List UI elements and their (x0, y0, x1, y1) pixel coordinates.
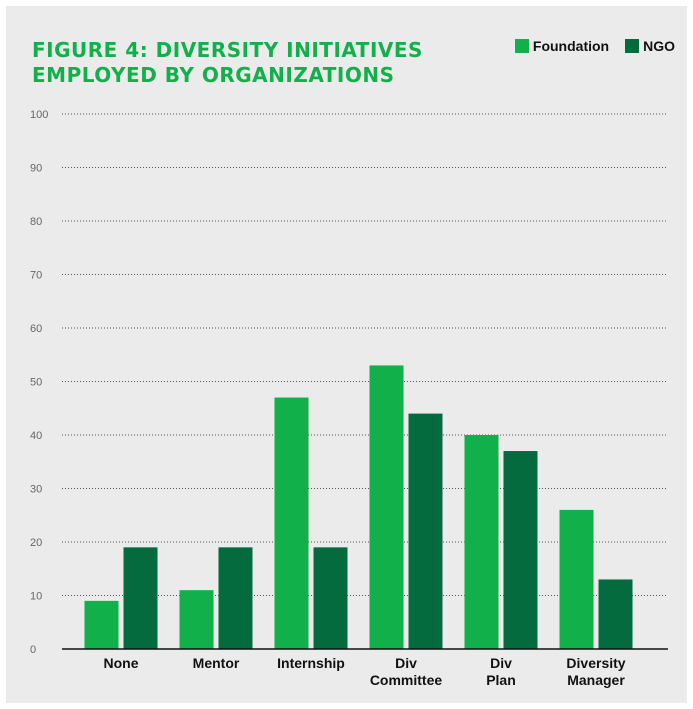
bar-ngo (313, 547, 348, 649)
bar-foundation (274, 397, 309, 649)
x-tick-label: Mentor (193, 655, 240, 671)
y-tick-label: 60 (30, 323, 42, 335)
y-tick-label: 50 (30, 377, 42, 389)
bar-foundation (179, 590, 214, 649)
x-tick-label: None (104, 655, 139, 671)
legend-item-foundation: Foundation (514, 38, 610, 54)
chart-title-line-1: FIGURE 4: DIVERSITY INITIATIVES (32, 38, 423, 62)
y-tick-label: 10 (30, 591, 42, 603)
legend-label-foundation: Foundation (532, 38, 610, 54)
y-tick-label: 20 (30, 537, 42, 549)
legend-swatch-ngo (625, 39, 640, 53)
bar-ngo (503, 451, 538, 649)
x-tick-label: Internship (277, 655, 345, 671)
bar-ngo (408, 413, 443, 649)
bar-foundation (369, 365, 404, 649)
chart-title: FIGURE 4: DIVERSITY INITIATIVES EMPLOYED… (32, 38, 423, 88)
bar-ngo (218, 547, 253, 649)
y-tick-label: 40 (30, 430, 42, 442)
x-tick-label: Diversity (566, 655, 625, 671)
chart-title-line-2: EMPLOYED BY ORGANIZATIONS (32, 63, 395, 87)
y-tick-label: 100 (30, 109, 48, 121)
legend-item-ngo: NGO (625, 38, 675, 54)
y-tick-label: 0 (30, 644, 36, 656)
x-tick-label: Div (395, 655, 417, 671)
bar-ngo (123, 547, 158, 649)
x-tick-label: Manager (567, 672, 625, 688)
chart-legend: Foundation NGO (499, 38, 675, 54)
legend-label-ngo: NGO (643, 38, 675, 54)
y-tick-label: 30 (30, 484, 42, 496)
bar-ngo (598, 579, 633, 649)
bar-foundation (84, 600, 119, 649)
y-tick-label: 90 (30, 163, 42, 175)
y-axis-ticks: 0 10 20 30 40 50 60 70 80 90 100 (30, 109, 48, 656)
x-tick-label: Plan (486, 672, 516, 688)
y-tick-label: 70 (30, 270, 42, 282)
bar-foundation (464, 435, 499, 649)
x-tick-label: Div (490, 655, 512, 671)
bar-foundation (559, 509, 594, 649)
y-tick-label: 80 (30, 216, 42, 228)
x-tick-label: Committee (370, 672, 443, 688)
x-axis-labels: None Mentor Internship DivCommitteeDivPlanD… (104, 655, 626, 688)
legend-swatch-foundation (514, 39, 529, 53)
bars (84, 365, 633, 649)
